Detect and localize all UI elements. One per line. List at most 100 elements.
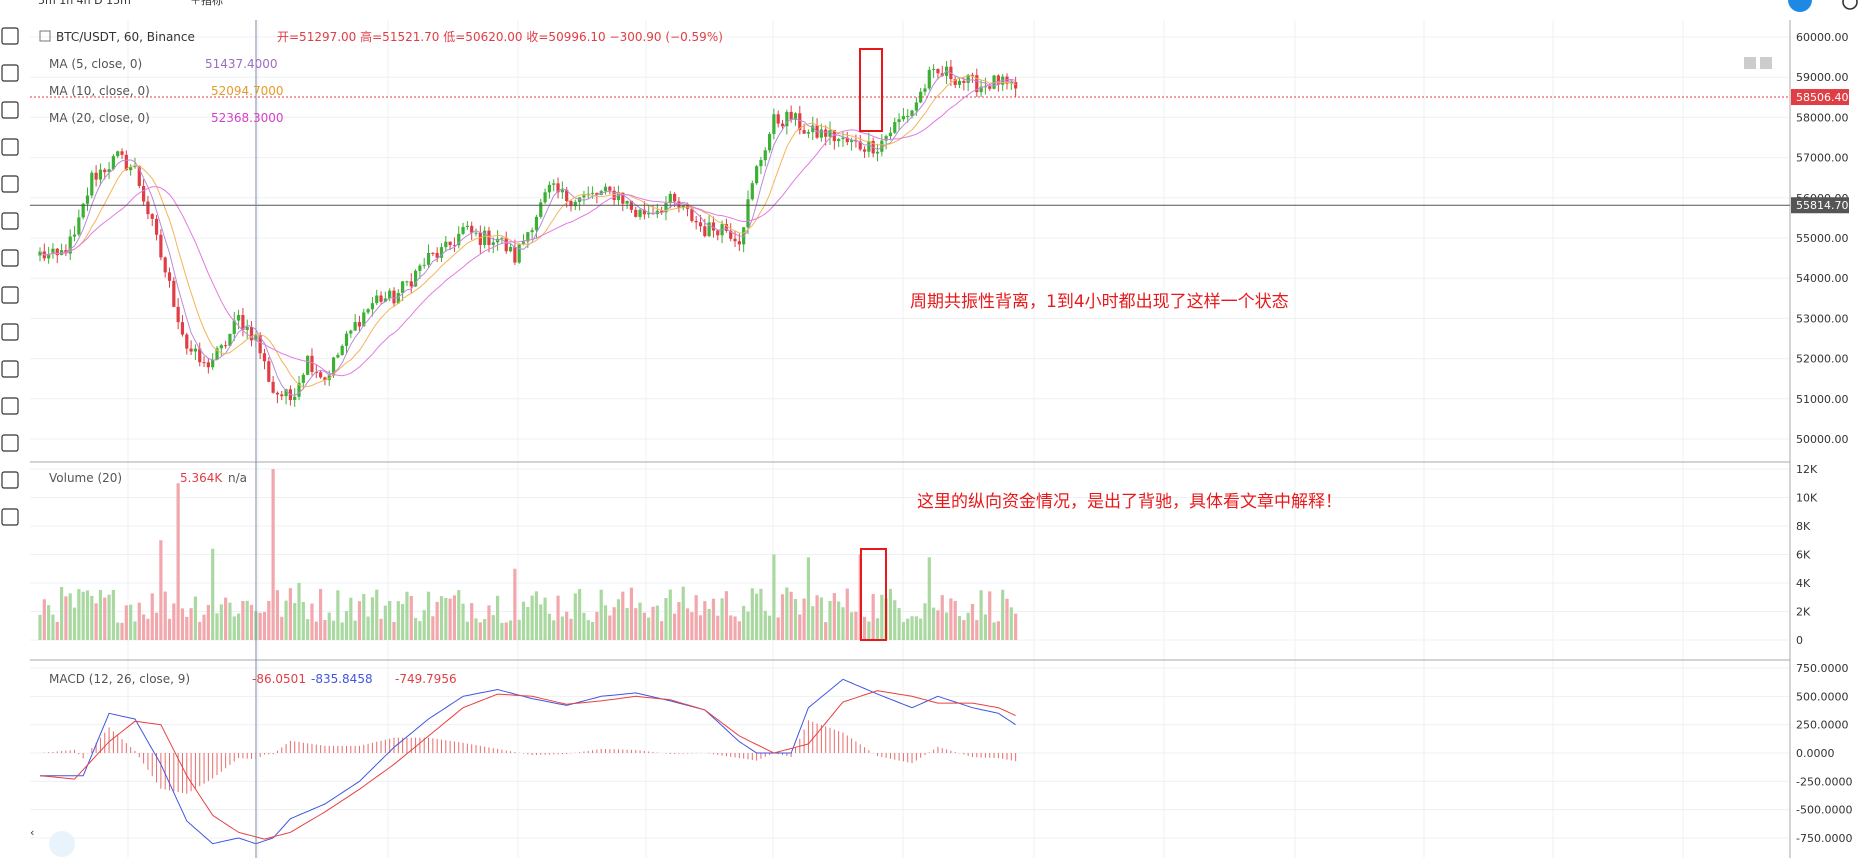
candle-body[interactable] <box>422 264 426 266</box>
candle-body[interactable] <box>737 241 741 245</box>
candle-body[interactable] <box>970 74 975 76</box>
volume-bar[interactable] <box>413 617 418 640</box>
ma5-legend-label[interactable]: MA (5, close, 0) <box>49 57 142 71</box>
candle-body[interactable] <box>176 306 180 323</box>
candle-body[interactable] <box>906 115 910 117</box>
volume-bar[interactable] <box>107 594 111 640</box>
candle-body[interactable] <box>923 88 927 92</box>
trend-line-icon[interactable] <box>1 27 19 45</box>
volume-bar[interactable] <box>418 621 422 640</box>
volume-bar[interactable] <box>327 612 331 640</box>
candle-body[interactable] <box>293 396 297 400</box>
volume-bar[interactable] <box>340 622 344 640</box>
candle-body[interactable] <box>638 209 642 217</box>
candle-body[interactable] <box>681 205 685 208</box>
candle-body[interactable] <box>409 281 413 287</box>
volume-bar[interactable] <box>569 618 573 640</box>
volume-bar[interactable] <box>711 598 716 640</box>
candle-body[interactable] <box>932 68 936 70</box>
candle-body[interactable] <box>975 75 979 93</box>
candle-body[interactable] <box>206 362 210 368</box>
volume-bar[interactable] <box>565 611 569 640</box>
volume-bar[interactable] <box>452 595 457 640</box>
volume-bar[interactable] <box>55 621 59 640</box>
ruler-icon[interactable] <box>1 286 19 304</box>
volume-bar[interactable] <box>103 597 107 640</box>
volume-bar[interactable] <box>431 616 435 640</box>
volume-bar[interactable] <box>923 603 927 640</box>
volume-bar[interactable] <box>232 616 236 640</box>
volume-bar[interactable] <box>975 620 979 640</box>
lock-icon[interactable] <box>1 434 19 452</box>
candle-body[interactable] <box>120 151 124 155</box>
candle-body[interactable] <box>219 345 223 349</box>
candle-body[interactable] <box>47 253 51 259</box>
volume-bar[interactable] <box>379 618 383 640</box>
candle-body[interactable] <box>314 371 318 373</box>
volume-bar[interactable] <box>517 619 521 640</box>
volume-bar[interactable] <box>280 616 284 640</box>
volume-bar[interactable] <box>690 612 694 640</box>
volume-bar[interactable] <box>724 591 729 640</box>
candle-body[interactable] <box>362 312 366 327</box>
candle-body[interactable] <box>185 334 189 349</box>
scroll-left-icon[interactable]: ‹ <box>30 826 34 839</box>
volume-bar[interactable] <box>288 588 292 640</box>
volume-bar[interactable] <box>487 605 491 640</box>
price-pane[interactable] <box>30 59 1790 407</box>
candle-body[interactable] <box>137 165 141 186</box>
volume-bar[interactable] <box>323 620 327 640</box>
volume-bar[interactable] <box>483 619 487 640</box>
macd-pane[interactable] <box>39 678 1017 845</box>
candle-body[interactable] <box>478 232 482 245</box>
volume-bar[interactable] <box>349 597 353 640</box>
volume-bar[interactable] <box>845 588 849 640</box>
brush-icon[interactable] <box>1 101 19 119</box>
magnet-icon[interactable] <box>1 360 19 378</box>
volume-bar[interactable] <box>176 483 180 640</box>
volume-bar[interactable] <box>780 594 785 640</box>
volume-bar[interactable] <box>146 618 150 640</box>
volume-bar[interactable] <box>275 590 280 640</box>
volume-bar[interactable] <box>806 557 811 640</box>
candle-body[interactable] <box>819 129 823 138</box>
candle-body[interactable] <box>275 392 280 395</box>
candle-body[interactable] <box>241 315 245 330</box>
candle-body[interactable] <box>867 140 871 152</box>
candle-body[interactable] <box>983 86 988 88</box>
candle-body[interactable] <box>694 220 698 223</box>
candle-body[interactable] <box>133 165 137 168</box>
volume-bar[interactable] <box>560 616 564 640</box>
candle-body[interactable] <box>729 230 733 239</box>
candle-body[interactable] <box>375 295 379 304</box>
candle-body[interactable] <box>608 186 612 191</box>
volume-bar[interactable] <box>491 615 495 640</box>
volume-bar[interactable] <box>1014 613 1018 640</box>
volume-bar[interactable] <box>362 594 366 640</box>
volume-bar[interactable] <box>603 605 608 640</box>
candle-body[interactable] <box>793 113 798 120</box>
candle-body[interactable] <box>344 333 349 346</box>
candle-body[interactable] <box>72 234 77 237</box>
volume-bar[interactable] <box>465 621 469 640</box>
interval-tabs[interactable]: 5m 1h 4h D 15m <box>38 0 131 7</box>
volume-bar[interactable] <box>992 622 996 640</box>
candle-body[interactable] <box>258 335 262 354</box>
volume-bar[interactable] <box>457 590 461 640</box>
volume-bar[interactable] <box>137 602 141 640</box>
volume-bar[interactable] <box>185 616 189 640</box>
volume-bar[interactable] <box>776 617 780 640</box>
volume-bar[interactable] <box>586 620 590 640</box>
volume-bar[interactable] <box>824 622 828 640</box>
indicators-button[interactable]: ＋指标 <box>190 0 223 7</box>
volume-bar[interactable] <box>742 605 746 640</box>
volume-bar[interactable] <box>236 613 241 640</box>
candle-body[interactable] <box>297 382 301 397</box>
volume-bar[interactable] <box>953 600 957 640</box>
volume-bar[interactable] <box>51 614 55 640</box>
candle-body[interactable] <box>413 270 418 287</box>
ma20-legend-label[interactable]: MA (20, close, 0) <box>49 111 150 125</box>
candle-body[interactable] <box>431 252 435 254</box>
volume-bar[interactable] <box>405 591 409 640</box>
volume-bar[interactable] <box>422 610 426 640</box>
